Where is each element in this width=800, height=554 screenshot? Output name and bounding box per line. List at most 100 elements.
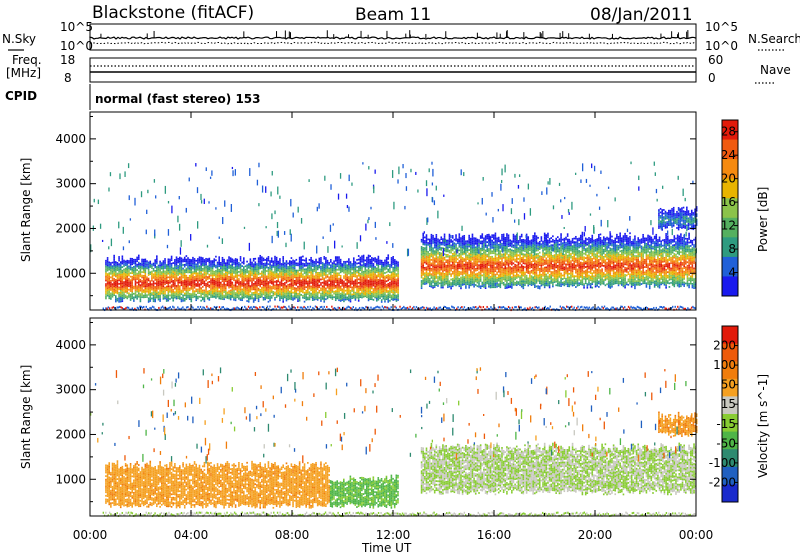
- range-cell: [387, 283, 390, 285]
- range-cell: [292, 272, 294, 274]
- range-cell: [479, 254, 482, 257]
- range-cell: [174, 276, 176, 279]
- range-cell: [311, 268, 314, 271]
- range-cell: [501, 250, 503, 252]
- range-cell: [308, 280, 311, 283]
- range-cell: [119, 300, 122, 303]
- range-cell: [438, 262, 441, 265]
- range-cell: [471, 247, 474, 250]
- range-cell: [119, 261, 122, 264]
- range-cell: [183, 292, 186, 295]
- range-cell: [156, 282, 158, 285]
- range-cell: [211, 267, 214, 270]
- range-cell: [371, 298, 373, 301]
- range-cell: [244, 270, 247, 273]
- range-cell: [479, 271, 482, 273]
- range-cell: [124, 278, 127, 281]
- range-cell: [249, 270, 252, 273]
- range-cell: [361, 266, 363, 268]
- range-cell: [367, 295, 370, 298]
- range-cell: [422, 261, 425, 264]
- range-cell: [156, 291, 158, 293]
- range-cell: [448, 242, 451, 245]
- range-cell: [113, 279, 115, 282]
- range-cell: [455, 246, 457, 249]
- range-cell: [394, 260, 396, 263]
- range-cell: [331, 281, 334, 284]
- range-cell: [451, 242, 454, 245]
- range-cell: [428, 258, 431, 261]
- range-cell: [471, 264, 474, 266]
- range-cell: [323, 281, 326, 283]
- range-cell: [425, 262, 428, 265]
- range-cell: [159, 300, 161, 302]
- range-cell: [311, 292, 314, 294]
- range-cell: [170, 295, 173, 297]
- range-cell: [259, 254, 262, 257]
- range-cell: [451, 249, 454, 252]
- range-cell: [424, 258, 426, 260]
- range-cell: [239, 290, 242, 292]
- range-cell: [313, 293, 316, 296]
- range-cell: [264, 273, 266, 276]
- range-cell: [257, 278, 260, 281]
- range-cell: [201, 260, 204, 263]
- range-cell: [134, 291, 137, 293]
- range-cell: [470, 268, 472, 271]
- range-cell: [359, 289, 362, 291]
- range-cell: [320, 273, 322, 275]
- range-cell: [374, 266, 376, 268]
- range-cell: [269, 265, 271, 268]
- range-cell: [164, 276, 166, 278]
- range-cell: [478, 266, 480, 268]
- range-cell: [453, 244, 456, 246]
- range-cell: [470, 278, 472, 281]
- range-cell: [200, 283, 202, 286]
- range-cell: [179, 294, 181, 297]
- range-cell: [177, 261, 179, 264]
- range-cell: [223, 267, 225, 270]
- range-cell: [114, 284, 117, 287]
- range-cell: [170, 275, 173, 278]
- range-cell: [438, 241, 441, 243]
- range-cell: [474, 253, 477, 256]
- range-cell: [351, 273, 353, 276]
- range-cell: [169, 262, 171, 265]
- range-cell: [468, 281, 470, 284]
- range-cell: [183, 260, 186, 263]
- range-cell: [481, 258, 484, 261]
- range-cell: [106, 285, 109, 288]
- range-cell: [228, 290, 230, 293]
- range-cell: [311, 283, 314, 285]
- range-cell: [372, 266, 375, 269]
- range-cell: [269, 296, 271, 298]
- range-cell: [244, 286, 247, 289]
- range-cell: [262, 286, 265, 289]
- range-cell: [471, 267, 474, 270]
- range-cell: [486, 250, 489, 252]
- range-cell: [325, 276, 327, 279]
- range-cell: [456, 283, 459, 286]
- range-cell: [264, 271, 266, 274]
- range-cell: [252, 259, 255, 262]
- range-cell: [251, 288, 253, 291]
- range-cell: [229, 294, 232, 297]
- range-cell: [479, 285, 482, 288]
- range-cell: [114, 296, 117, 299]
- range-cell: [382, 286, 385, 289]
- range-cell: [284, 287, 286, 290]
- range-cell: [169, 267, 171, 270]
- range-cell: [119, 277, 122, 280]
- range-cell: [357, 281, 360, 284]
- range-cell: [252, 299, 255, 301]
- range-cell: [330, 293, 332, 295]
- range-cell: [152, 285, 155, 288]
- range-cell: [175, 260, 178, 262]
- range-cell: [234, 288, 237, 291]
- range-cell: [282, 272, 285, 275]
- range-cell: [144, 296, 147, 299]
- range-cell: [298, 292, 301, 295]
- range-cell: [473, 239, 475, 241]
- range-cell: [367, 279, 370, 282]
- range-cell: [484, 276, 487, 279]
